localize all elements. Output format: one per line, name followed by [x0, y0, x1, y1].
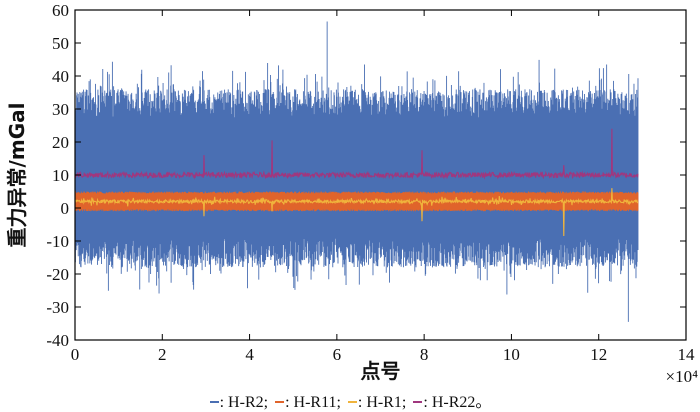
- x-tick-label: 4: [245, 345, 254, 364]
- y-tick-label: 0: [61, 199, 70, 218]
- x-axis-ticks: 0 2 4 6 8 10 12 14: [71, 10, 695, 364]
- x-tick-label: 0: [71, 345, 80, 364]
- x-tick-label: 10: [503, 345, 520, 364]
- y-axis-title: 重力异常/mGal: [5, 103, 29, 248]
- legend-item-h-r2: : H-R2;: [209, 394, 268, 412]
- y-axis-ticks: -40 -30 -20 -10 0 10 20 30 40 50 60: [46, 1, 686, 350]
- x-tick-label: 12: [590, 345, 607, 364]
- plot-area: [74, 21, 639, 322]
- legend-label-h-r22: : H-R22。: [423, 394, 492, 411]
- legend-swatch-h-r11: [275, 400, 285, 403]
- y-tick-label: 10: [52, 166, 69, 185]
- y-tick-label: 50: [52, 34, 69, 53]
- y-tick-label: -20: [46, 265, 69, 284]
- legend-swatch-h-r2: [209, 400, 219, 403]
- y-tick-label: 60: [52, 1, 69, 20]
- legend-item-h-r22: : H-R22。: [412, 388, 491, 412]
- legend-label-h-r1: : H-R1;: [357, 394, 407, 411]
- legend-item-h-r1: : H-R1;: [347, 394, 406, 412]
- series-h-r1-line: [74, 188, 639, 237]
- x-tick-label: 14: [678, 345, 696, 364]
- y-tick-label: 30: [52, 100, 69, 119]
- series-h-r2-line: [74, 21, 639, 322]
- x-axis-title: 点号: [361, 359, 401, 383]
- legend-label-h-r11: : H-R11;: [285, 394, 341, 411]
- x-tick-label: 8: [420, 345, 429, 364]
- legend-label-h-r2: : H-R2;: [219, 394, 269, 411]
- legend-item-h-r11: : H-R11;: [274, 394, 341, 412]
- x-tick-label: 2: [158, 345, 167, 364]
- x-tick-label: 6: [333, 345, 342, 364]
- y-tick-label: -10: [46, 232, 69, 251]
- legend-swatch-h-r1: [347, 400, 357, 403]
- y-tick-label: -30: [46, 298, 69, 317]
- y-tick-label: 20: [52, 133, 69, 152]
- y-tick-label: 40: [52, 67, 69, 86]
- legend: : H-R2; : H-R11; : H-R1; : H-R22。: [0, 388, 700, 412]
- legend-swatch-h-r22: [413, 400, 423, 403]
- y-tick-label: -40: [46, 331, 69, 350]
- series-h-r22-line: [74, 128, 639, 180]
- x-axis-exponent: ×10⁴: [665, 367, 698, 386]
